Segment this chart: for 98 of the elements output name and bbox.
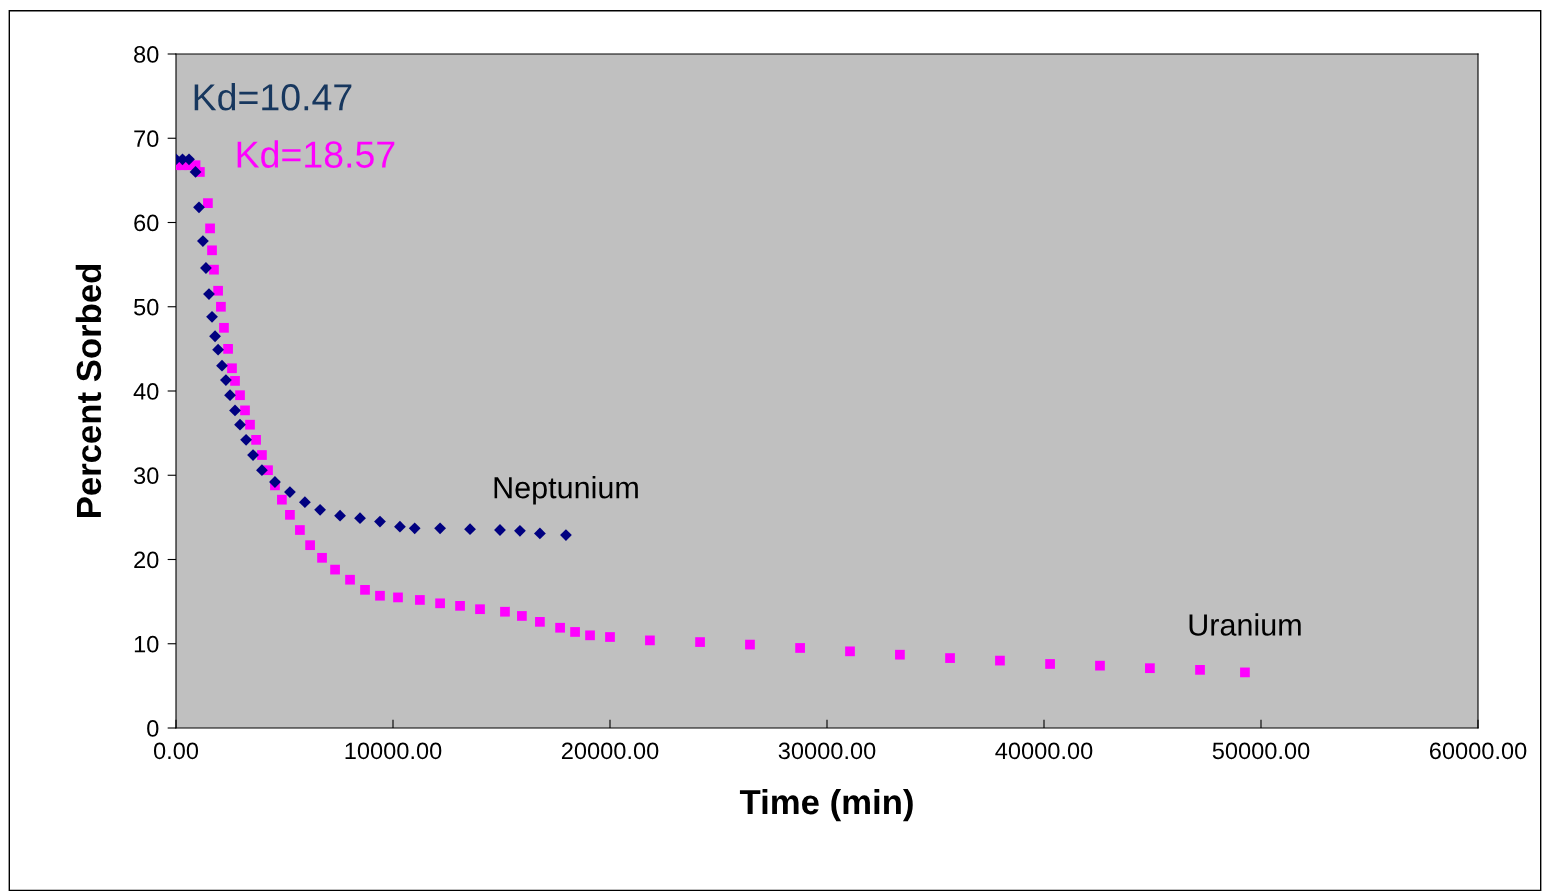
point: [240, 433, 252, 446]
point: [375, 590, 385, 601]
point: [560, 529, 572, 541]
point: [251, 435, 261, 445]
point: [345, 574, 355, 585]
point: [455, 600, 465, 611]
point: [408, 522, 421, 535]
point: [945, 653, 955, 663]
point: [227, 363, 237, 374]
point: [475, 604, 485, 615]
y-tick-label: 50: [134, 298, 159, 316]
point: [305, 540, 315, 551]
point: [234, 418, 246, 431]
point: [230, 376, 240, 386]
point: [360, 584, 370, 595]
point: [434, 522, 446, 535]
point: [695, 637, 705, 647]
point: [213, 285, 223, 296]
point: [995, 655, 1005, 666]
point: [1045, 659, 1055, 669]
x-tick-label: 10000.00: [345, 742, 442, 760]
point: [354, 512, 366, 525]
x-tick-label: 50000.00: [1212, 742, 1310, 760]
point: [605, 632, 615, 642]
point: [374, 515, 386, 528]
point: [295, 525, 305, 535]
point: [285, 509, 295, 520]
x-tick-label: 20000.00: [561, 742, 659, 760]
x-axis-title: Time (min): [739, 788, 913, 822]
point: [229, 404, 241, 417]
point: [256, 464, 268, 477]
point: [299, 496, 311, 509]
point: [203, 288, 215, 301]
point: [585, 630, 595, 641]
point: [517, 611, 527, 621]
point: [570, 627, 580, 637]
annotation: Kd=10.47: [194, 83, 352, 111]
point: [555, 622, 565, 633]
y-tick-label: 20: [134, 551, 159, 569]
point: [500, 606, 510, 617]
y-axis-title: Percent Sorbed: [75, 264, 102, 517]
point: [223, 344, 233, 354]
point: [216, 301, 226, 312]
point: [197, 235, 209, 247]
point: [645, 635, 655, 646]
point: [514, 524, 526, 537]
point: [330, 564, 340, 575]
point: [193, 201, 205, 214]
series-label: Neptunium: [494, 476, 638, 505]
point: [745, 639, 755, 650]
point: [314, 503, 326, 516]
point: [334, 509, 346, 522]
point: [534, 527, 546, 540]
point: [189, 166, 202, 178]
point: [277, 494, 287, 505]
y-tick-label: 80: [134, 46, 159, 63]
point: [415, 595, 425, 605]
point: [535, 616, 545, 627]
x-tick-label: 60000.00: [1429, 742, 1527, 760]
point: [895, 649, 905, 660]
y-tick-label: 0: [147, 720, 159, 737]
point: [209, 330, 221, 343]
point: [235, 390, 245, 401]
y-tick-label: 70: [134, 130, 159, 148]
point: [216, 359, 228, 372]
annotation: Kd=18.57: [237, 140, 395, 168]
point: [207, 245, 217, 256]
y-tick-label: 30: [133, 467, 159, 485]
y-tick-label: 10: [134, 635, 159, 653]
x-tick-label: 30000.00: [778, 742, 876, 760]
point: [1095, 660, 1105, 671]
point: [393, 592, 403, 603]
point: [245, 419, 255, 430]
point: [257, 450, 267, 460]
point: [435, 598, 445, 609]
y-tick-label: 60: [134, 214, 159, 232]
point: [206, 310, 218, 323]
series-label: Uranium: [1189, 613, 1301, 636]
point: [464, 523, 476, 536]
x-tick-label: 0.00: [153, 742, 199, 760]
x-tick-label: 40000.00: [995, 742, 1093, 760]
point: [240, 405, 250, 416]
point: [1145, 663, 1155, 674]
y-tick-label: 40: [133, 383, 159, 400]
point: [212, 343, 224, 356]
point: [219, 322, 229, 333]
point: [394, 520, 406, 533]
point: [284, 486, 296, 498]
point: [1240, 667, 1250, 678]
point: [224, 389, 236, 402]
point: [845, 646, 855, 657]
point: [203, 198, 213, 208]
point: [1195, 665, 1205, 675]
point: [317, 552, 327, 563]
point: [220, 374, 232, 386]
point: [795, 643, 805, 653]
point: [205, 223, 215, 234]
point: [209, 264, 219, 275]
